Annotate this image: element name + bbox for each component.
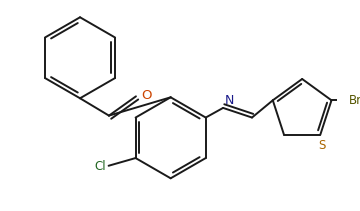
Text: O: O bbox=[141, 89, 151, 102]
Text: Br: Br bbox=[349, 94, 360, 107]
Text: N: N bbox=[225, 94, 234, 107]
Text: S: S bbox=[319, 139, 326, 152]
Text: Cl: Cl bbox=[94, 160, 106, 173]
